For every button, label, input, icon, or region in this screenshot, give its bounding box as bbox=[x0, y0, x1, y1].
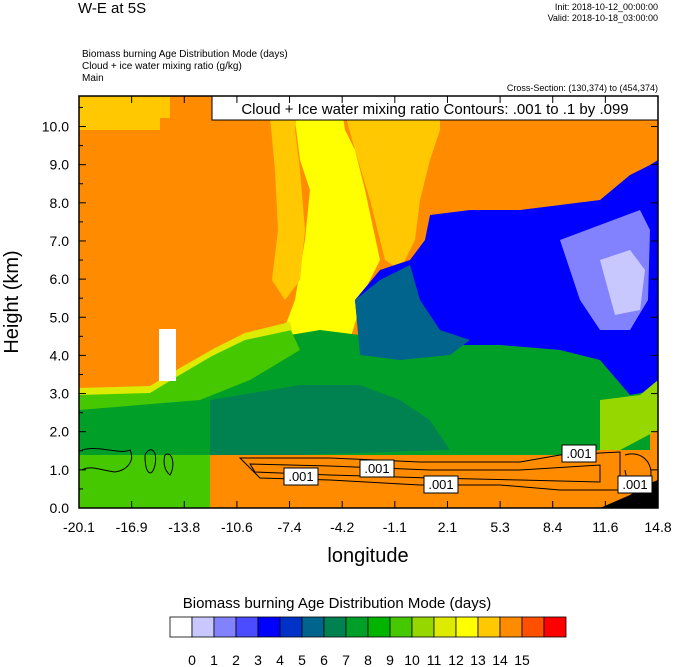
x-tick-label: 11.6 bbox=[592, 519, 618, 535]
y-tick-label: 2.0 bbox=[50, 424, 70, 440]
axes: -20.1 -16.9 -13.8 -10.6 -7.4 -4.2 -1.1 2.1 5.3 8.… bbox=[42, 96, 672, 535]
region-2-cloud-core bbox=[600, 250, 645, 315]
y-tick-label: 4.0 bbox=[50, 347, 70, 363]
colorbar-swatch bbox=[213, 616, 237, 638]
colorbar-label: 0 bbox=[188, 652, 196, 667]
colorbar-label: 10 bbox=[404, 652, 420, 667]
colorbar-label: 3 bbox=[254, 652, 262, 667]
y-axis-label: Height (km) bbox=[1, 250, 23, 353]
colorbar: 0 1 2 3 4 5 6 7 8 9 10 11 12 13 14 15 bbox=[169, 616, 567, 667]
x-tick-label: -13.8 bbox=[168, 519, 200, 535]
valid-time: Valid: 2018-10-18_03:00:00 bbox=[547, 13, 658, 23]
region-10-surface bbox=[600, 380, 658, 450]
region-14-left bbox=[79, 96, 170, 130]
shaded-field bbox=[79, 96, 658, 508]
region-7-patch bbox=[210, 385, 450, 455]
colorbar-swatch bbox=[477, 616, 501, 638]
contour-description: Cloud + ice water mixing ratio (g/kg) bbox=[82, 61, 242, 72]
contour-label: .001 bbox=[364, 461, 389, 476]
colorbar-label: 6 bbox=[320, 652, 328, 667]
white-spot bbox=[159, 329, 176, 381]
x-tick-label: 5.3 bbox=[490, 519, 510, 535]
x-tick-label: -7.4 bbox=[277, 519, 301, 535]
region-13-column bbox=[280, 96, 380, 370]
contour-info-text: Cloud + Ice water mixing ratio Contours:… bbox=[241, 101, 628, 118]
y-tick-label: 5.0 bbox=[50, 309, 70, 325]
colorbar-label: 15 bbox=[514, 652, 530, 667]
cross-section-label: Cross-Section: (130,374) to (454,374) bbox=[506, 83, 658, 93]
region-6-cloud-edge bbox=[355, 265, 470, 360]
colorbar-label: 5 bbox=[298, 652, 306, 667]
y-tick-label: 10.0 bbox=[42, 119, 69, 135]
plot-title: W-E at 5S bbox=[78, 0, 147, 17]
x-axis-label: longitude bbox=[327, 545, 408, 567]
colorbar-swatch bbox=[191, 616, 215, 638]
colorbar-swatch bbox=[499, 616, 523, 638]
contour-label: .001 bbox=[566, 446, 591, 461]
colorbar-swatch bbox=[433, 616, 457, 638]
domain-label: Main bbox=[82, 73, 104, 84]
colorbar-swatch bbox=[323, 616, 347, 638]
contour-info-box bbox=[211, 95, 659, 121]
colorbar-swatch bbox=[521, 616, 545, 638]
colorbar-label: 2 bbox=[232, 652, 240, 667]
y-tick-label: 7.0 bbox=[50, 233, 70, 249]
colorbar-swatch bbox=[257, 616, 281, 638]
colorbar-swatch bbox=[301, 616, 325, 638]
field-description: Biomass burning Age Distribution Mode (d… bbox=[82, 49, 288, 60]
contour-line bbox=[81, 448, 133, 473]
colorbar-label: 11 bbox=[427, 652, 442, 667]
plot-frame bbox=[78, 95, 659, 509]
colorbar-label: 13 bbox=[470, 652, 486, 667]
colorbar-label: 9 bbox=[386, 652, 394, 667]
y-tick-label: 8.0 bbox=[50, 195, 70, 211]
colorbar-label: 8 bbox=[364, 652, 372, 667]
colorbar-swatch bbox=[543, 616, 567, 638]
colorbar-label: 4 bbox=[276, 652, 284, 667]
x-tick-label: 14.8 bbox=[644, 519, 671, 535]
contour-line bbox=[163, 453, 174, 476]
colorbar-swatch bbox=[455, 616, 479, 638]
contour-labels: .001 .001 .001 .001 .001 bbox=[283, 444, 653, 494]
region-15-surface bbox=[210, 455, 610, 508]
region-14-right bbox=[340, 96, 440, 270]
colorbar-title: Biomass burning Age Distribution Mode (d… bbox=[182, 595, 492, 612]
region-9-surface-left bbox=[79, 455, 210, 508]
contour-label: .001 bbox=[428, 477, 453, 492]
region-11-edge bbox=[79, 322, 292, 395]
colorbar-swatch bbox=[389, 616, 413, 638]
x-tick-label: -1.1 bbox=[383, 519, 407, 535]
x-tick-label: -16.9 bbox=[116, 519, 148, 535]
colorbar-swatch bbox=[235, 616, 259, 638]
y-tick-label: 6.0 bbox=[50, 271, 70, 287]
colorbar-label: 7 bbox=[342, 652, 350, 667]
init-time: Init: 2018-10-12_00:00:00 bbox=[554, 2, 658, 12]
y-tick-label: 0.0 bbox=[50, 500, 70, 516]
contour-label: .001 bbox=[622, 477, 647, 492]
contour-line bbox=[144, 449, 157, 474]
colorbar-swatch bbox=[169, 616, 193, 638]
colorbar-swatch bbox=[411, 616, 435, 638]
y-tick-label: 3.0 bbox=[50, 386, 70, 402]
y-tick-label: 1.0 bbox=[50, 462, 70, 478]
colorbar-label: 14 bbox=[492, 652, 508, 667]
colorbar-label: 1 bbox=[210, 652, 218, 667]
x-tick-label: 2.1 bbox=[438, 519, 458, 535]
colorbar-swatch bbox=[345, 616, 369, 638]
x-tick-label: -20.1 bbox=[63, 519, 95, 535]
x-tick-label: -10.6 bbox=[221, 519, 253, 535]
x-tick-label: 8.4 bbox=[543, 519, 563, 535]
colorbar-swatch bbox=[367, 616, 391, 638]
colorbar-swatch bbox=[279, 616, 303, 638]
colorbar-label: 12 bbox=[448, 652, 464, 667]
contour-label: .001 bbox=[288, 469, 313, 484]
region-14-column bbox=[268, 96, 305, 300]
y-tick-label: 9.0 bbox=[50, 157, 70, 173]
x-tick-label: -4.2 bbox=[330, 519, 354, 535]
